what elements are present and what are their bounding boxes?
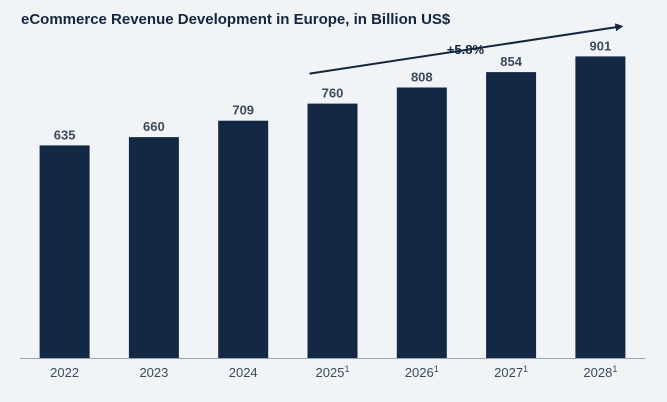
x-tick-2027: 20271 [494, 364, 528, 380]
footnote-mark: 1 [612, 364, 617, 374]
value-label-2023: 660 [143, 119, 165, 134]
bar-2022 [39, 145, 90, 358]
chart-title: eCommerce Revenue Development in Europe,… [21, 11, 451, 28]
x-tick-2022: 2022 [50, 365, 79, 380]
x-tick-2023: 2023 [139, 365, 168, 380]
value-label-2027: 854 [500, 54, 522, 69]
bar-2023 [128, 137, 179, 358]
x-tick-2026: 20261 [405, 364, 439, 380]
value-label-2026: 808 [411, 70, 433, 85]
bar-2028 [575, 56, 626, 359]
value-label-2028: 901 [590, 38, 612, 53]
bars-group [39, 56, 626, 359]
x-tick-2024: 2024 [229, 365, 258, 380]
growth-arrow [309, 23, 624, 75]
footnote-mark: 1 [523, 364, 528, 374]
value-label-2025: 760 [322, 86, 344, 101]
x-tick-labels-group: 2022 2023 2024 20251 20261 20271 20281 [50, 364, 617, 380]
value-label-2022: 635 [54, 127, 76, 142]
growth-annotation: +5.8% [309, 23, 624, 75]
x-tick-2025: 20251 [316, 364, 350, 380]
bar-2026 [396, 87, 447, 358]
bar-2025 [307, 103, 358, 358]
value-label-2024: 709 [232, 103, 254, 118]
growth-label: +5.8% [447, 42, 485, 57]
footnote-mark: 1 [434, 364, 439, 374]
x-tick-2028: 20281 [583, 364, 617, 380]
bar-2024 [218, 120, 269, 358]
value-labels-group: 635 660 709 760 808 854 901 [54, 38, 612, 142]
bar-2027 [486, 72, 537, 358]
footnote-mark: 1 [344, 364, 349, 374]
